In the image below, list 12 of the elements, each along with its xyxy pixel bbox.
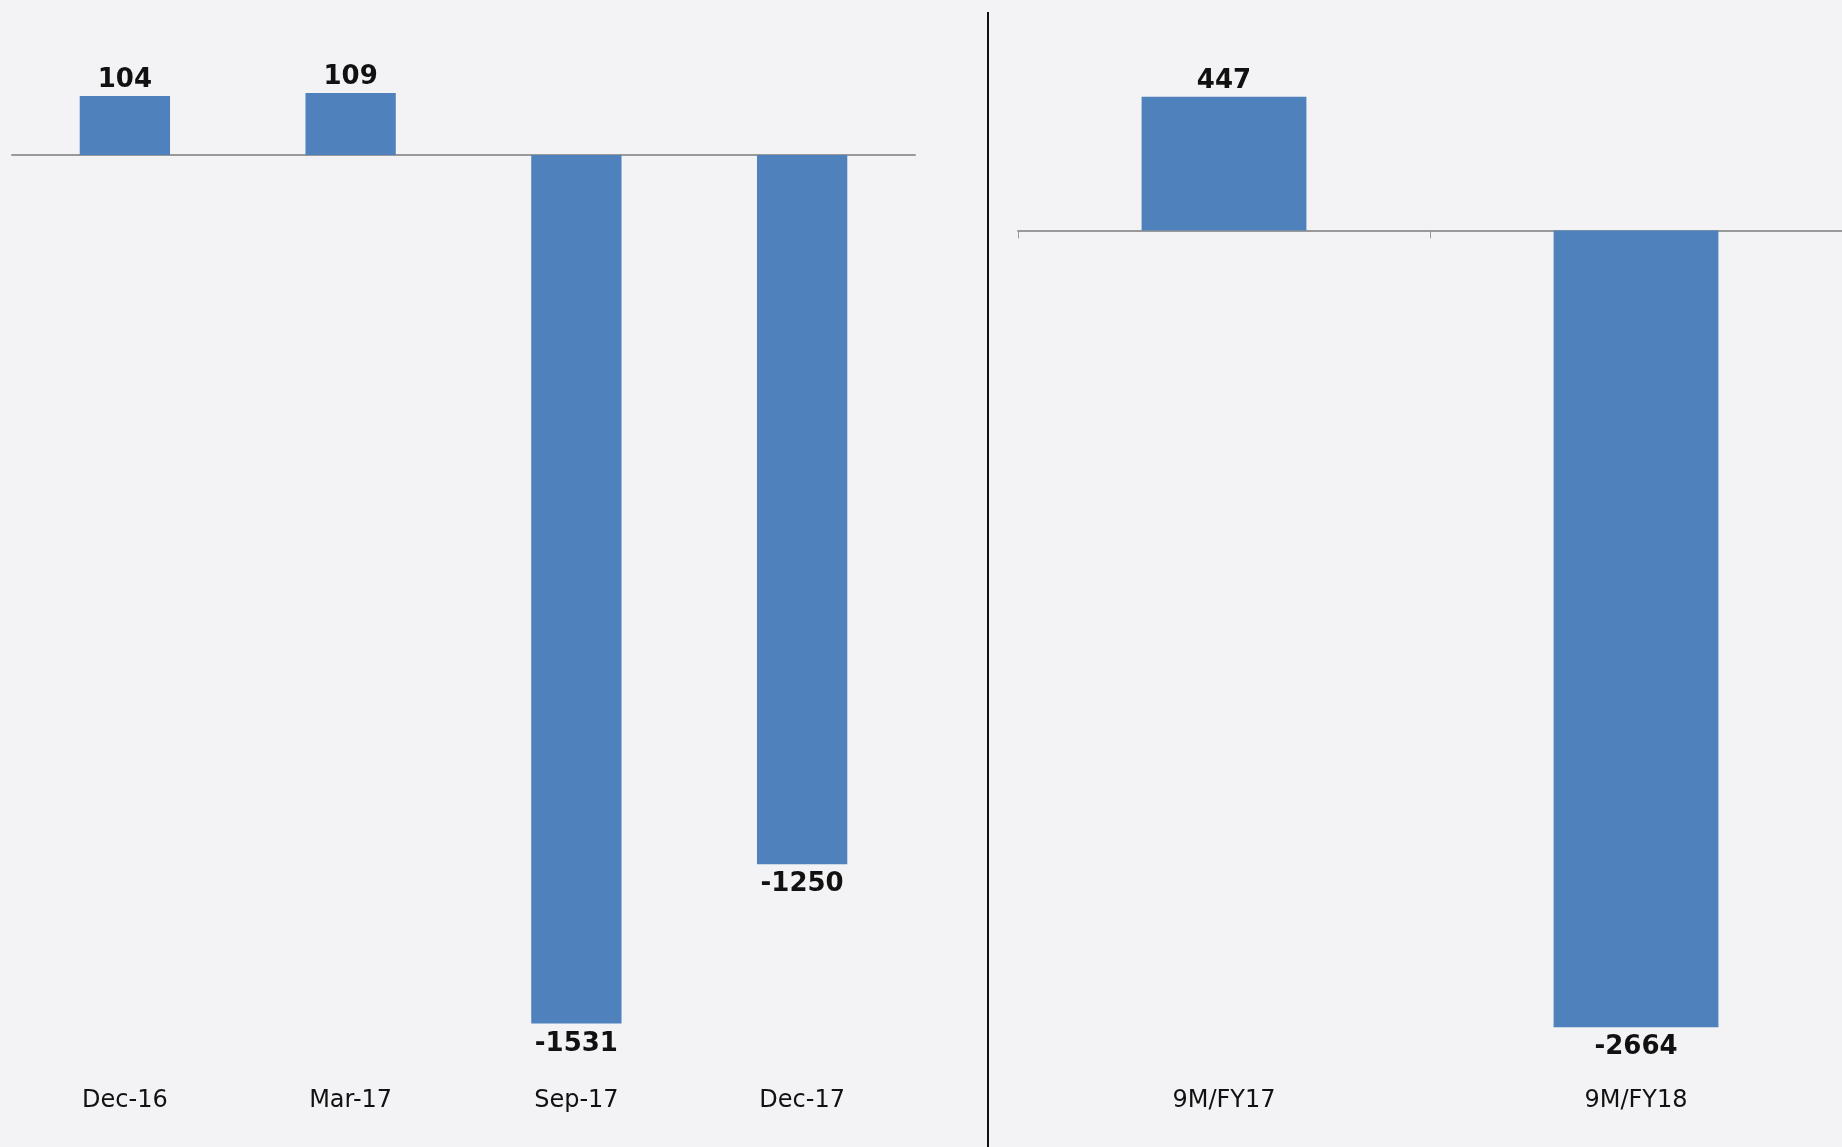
- x-tick-label: Mar-17: [309, 1085, 393, 1113]
- x-tick-label: 9M/FY17: [1172, 1085, 1276, 1113]
- x-tick-label: Sep-17: [534, 1085, 619, 1113]
- data-label: 104: [97, 62, 153, 93]
- data-label: -1531: [534, 1026, 618, 1057]
- x-tick-label: Dec-16: [82, 1085, 168, 1113]
- data-label: -2664: [1594, 1030, 1678, 1061]
- x-tick-label: 9M/FY18: [1584, 1085, 1688, 1113]
- data-label: 109: [323, 60, 378, 91]
- x-tick-label: Dec-17: [759, 1085, 845, 1113]
- data-label: 447: [1196, 63, 1252, 94]
- data-label: -1250: [760, 867, 844, 898]
